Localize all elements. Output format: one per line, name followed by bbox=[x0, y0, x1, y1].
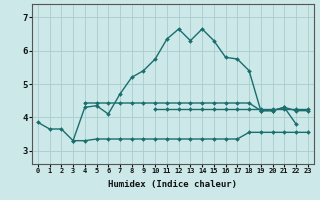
X-axis label: Humidex (Indice chaleur): Humidex (Indice chaleur) bbox=[108, 180, 237, 189]
